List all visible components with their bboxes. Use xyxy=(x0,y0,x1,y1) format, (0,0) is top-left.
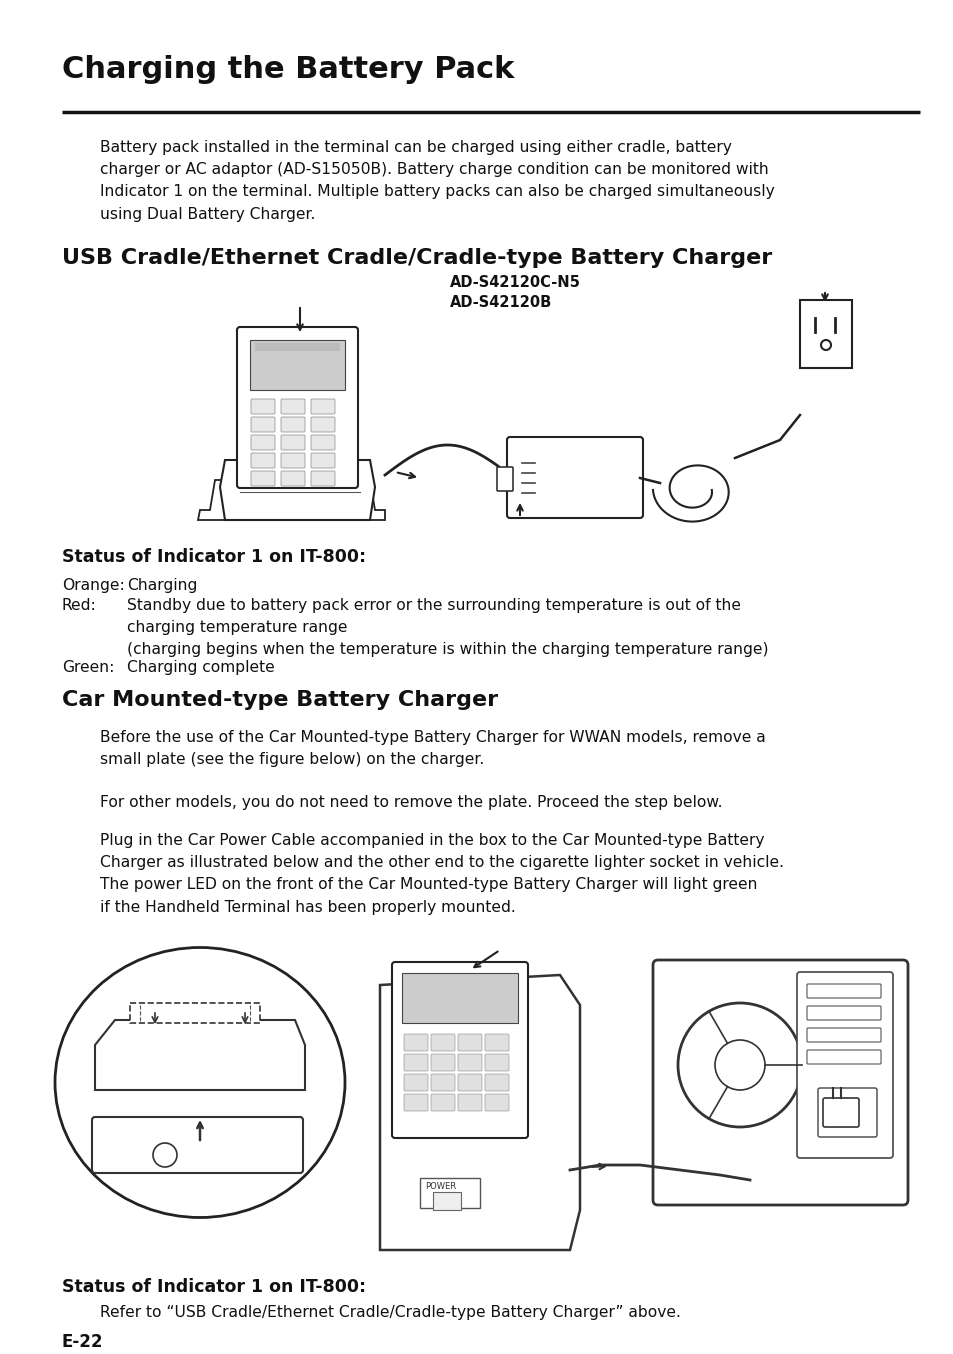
FancyBboxPatch shape xyxy=(806,1028,880,1043)
Text: E-22: E-22 xyxy=(62,1332,103,1351)
Text: Status of Indicator 1 on IT-800:: Status of Indicator 1 on IT-800: xyxy=(62,1278,366,1296)
FancyBboxPatch shape xyxy=(484,1034,509,1051)
FancyBboxPatch shape xyxy=(251,399,274,414)
FancyBboxPatch shape xyxy=(403,1074,428,1091)
FancyBboxPatch shape xyxy=(800,301,851,368)
FancyBboxPatch shape xyxy=(251,417,274,432)
FancyBboxPatch shape xyxy=(281,471,305,486)
FancyBboxPatch shape xyxy=(806,1049,880,1064)
FancyBboxPatch shape xyxy=(796,972,892,1158)
Circle shape xyxy=(678,1003,801,1127)
FancyBboxPatch shape xyxy=(281,435,305,450)
Ellipse shape xyxy=(55,948,345,1217)
Text: Before the use of the Car Mounted-type Battery Charger for WWAN models, remove a: Before the use of the Car Mounted-type B… xyxy=(100,730,765,768)
FancyBboxPatch shape xyxy=(822,1098,858,1127)
FancyBboxPatch shape xyxy=(457,1034,481,1051)
Text: POWER: POWER xyxy=(424,1182,456,1192)
FancyBboxPatch shape xyxy=(457,1053,481,1071)
Polygon shape xyxy=(130,1003,260,1024)
FancyBboxPatch shape xyxy=(419,1178,479,1208)
FancyBboxPatch shape xyxy=(392,961,527,1137)
FancyBboxPatch shape xyxy=(817,1089,876,1137)
FancyBboxPatch shape xyxy=(457,1074,481,1091)
Text: Charging complete: Charging complete xyxy=(127,659,274,676)
FancyBboxPatch shape xyxy=(457,1094,481,1112)
FancyBboxPatch shape xyxy=(311,471,335,486)
FancyBboxPatch shape xyxy=(281,454,305,468)
FancyBboxPatch shape xyxy=(506,437,642,519)
FancyBboxPatch shape xyxy=(281,417,305,432)
Polygon shape xyxy=(220,460,375,520)
FancyBboxPatch shape xyxy=(403,1094,428,1112)
Circle shape xyxy=(714,1040,764,1090)
Text: Car Mounted-type Battery Charger: Car Mounted-type Battery Charger xyxy=(62,691,497,709)
Polygon shape xyxy=(379,975,579,1250)
Text: Status of Indicator 1 on IT-800:: Status of Indicator 1 on IT-800: xyxy=(62,548,366,566)
FancyBboxPatch shape xyxy=(431,1053,455,1071)
FancyBboxPatch shape xyxy=(236,328,357,487)
FancyBboxPatch shape xyxy=(251,471,274,486)
Text: AD-S42120C-N5
AD-S42120B: AD-S42120C-N5 AD-S42120B xyxy=(450,275,580,310)
FancyBboxPatch shape xyxy=(254,343,339,351)
FancyBboxPatch shape xyxy=(652,960,907,1205)
FancyBboxPatch shape xyxy=(497,467,513,492)
FancyBboxPatch shape xyxy=(281,399,305,414)
FancyBboxPatch shape xyxy=(403,1034,428,1051)
Circle shape xyxy=(821,340,830,349)
Text: Standby due to battery pack error or the surrounding temperature is out of the
c: Standby due to battery pack error or the… xyxy=(127,598,768,658)
FancyBboxPatch shape xyxy=(311,435,335,450)
Text: Orange:: Orange: xyxy=(62,578,125,593)
Polygon shape xyxy=(95,1020,305,1090)
FancyBboxPatch shape xyxy=(484,1094,509,1112)
FancyBboxPatch shape xyxy=(431,1094,455,1112)
FancyBboxPatch shape xyxy=(484,1074,509,1091)
FancyBboxPatch shape xyxy=(250,340,345,390)
FancyBboxPatch shape xyxy=(311,399,335,414)
FancyBboxPatch shape xyxy=(91,1117,303,1173)
Text: Battery pack installed in the terminal can be charged using either cradle, batte: Battery pack installed in the terminal c… xyxy=(100,139,774,222)
Text: USB Cradle/Ethernet Cradle/Cradle-type Battery Charger: USB Cradle/Ethernet Cradle/Cradle-type B… xyxy=(62,248,771,268)
FancyBboxPatch shape xyxy=(806,1006,880,1020)
Text: Charging the Battery Pack: Charging the Battery Pack xyxy=(62,56,514,84)
Polygon shape xyxy=(198,481,385,520)
Text: Green:: Green: xyxy=(62,659,114,676)
Text: Red:: Red: xyxy=(62,598,96,613)
FancyBboxPatch shape xyxy=(251,435,274,450)
Text: Refer to “USB Cradle/Ethernet Cradle/Cradle-type Battery Charger” above.: Refer to “USB Cradle/Ethernet Cradle/Cra… xyxy=(100,1305,680,1320)
Text: Charging: Charging xyxy=(127,578,197,593)
FancyBboxPatch shape xyxy=(403,1053,428,1071)
FancyBboxPatch shape xyxy=(806,984,880,998)
FancyBboxPatch shape xyxy=(401,974,517,1024)
FancyBboxPatch shape xyxy=(431,1074,455,1091)
FancyBboxPatch shape xyxy=(431,1034,455,1051)
Circle shape xyxy=(152,1143,177,1167)
FancyBboxPatch shape xyxy=(433,1192,460,1210)
FancyBboxPatch shape xyxy=(311,454,335,468)
FancyBboxPatch shape xyxy=(484,1053,509,1071)
Text: For other models, you do not need to remove the plate. Proceed the step below.: For other models, you do not need to rem… xyxy=(100,795,721,810)
FancyBboxPatch shape xyxy=(311,417,335,432)
Text: Plug in the Car Power Cable accompanied in the box to the Car Mounted-type Batte: Plug in the Car Power Cable accompanied … xyxy=(100,833,783,914)
FancyBboxPatch shape xyxy=(251,454,274,468)
